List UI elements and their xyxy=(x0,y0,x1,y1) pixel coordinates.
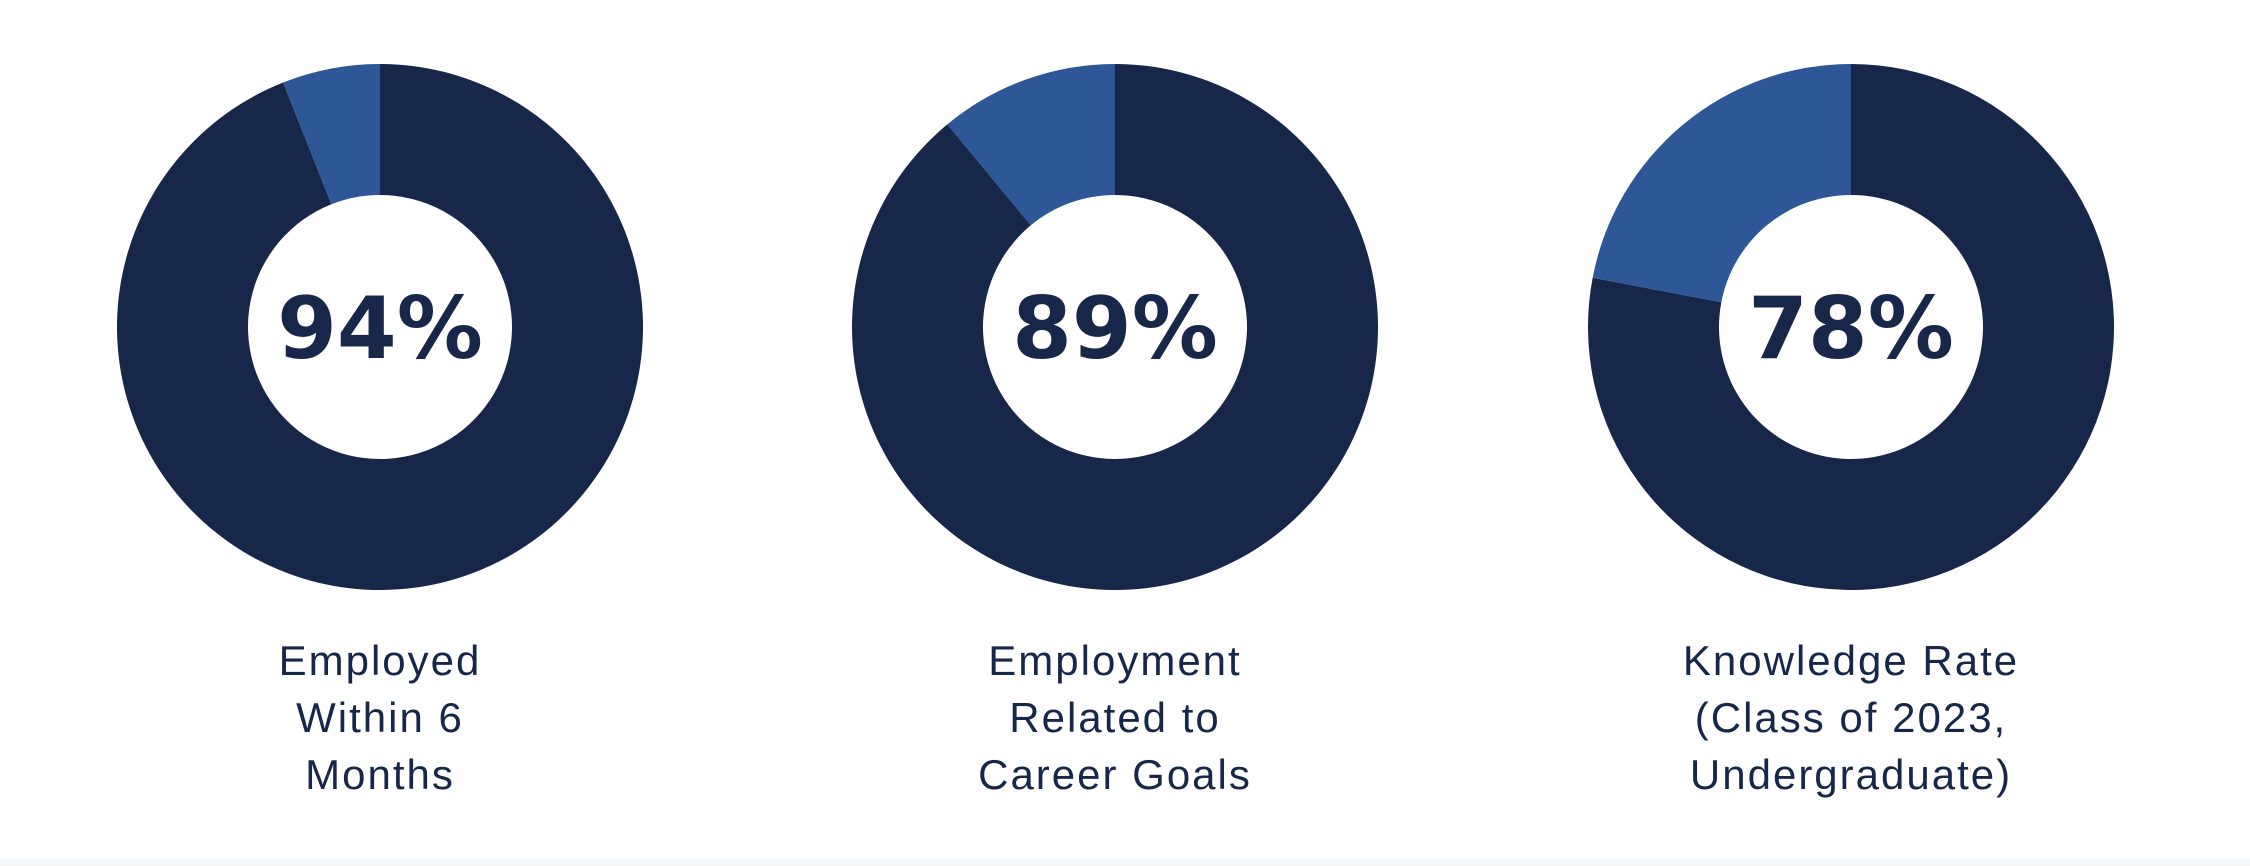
chart-caption: Employment Related to Career Goals xyxy=(865,632,1365,803)
donut-chart-1: 94% xyxy=(116,64,643,590)
donut-slice-main xyxy=(1588,64,2115,590)
center-percentage: 89% xyxy=(1012,279,1218,379)
caption-line: Related to xyxy=(1009,694,1221,741)
caption-line: Career Goals xyxy=(978,751,1252,798)
donut-chart-3: 78% xyxy=(1588,64,2115,590)
chart-caption: Knowledge Rate (Class of 2023, Undergradua… xyxy=(1601,632,2101,803)
caption-line: Employed xyxy=(278,637,482,684)
center-percentage: 94% xyxy=(277,279,483,379)
donut-slice-main xyxy=(851,64,1378,590)
chart-caption: Employed Within 6 Months xyxy=(130,632,630,803)
caption-line: Within 6 xyxy=(296,694,464,741)
donut-chart-2: 89% xyxy=(851,64,1378,590)
donut-slice-remainder xyxy=(283,64,380,205)
donut-slice-remainder xyxy=(1592,64,1851,303)
bottom-band xyxy=(0,858,2250,866)
caption-line: (Class of 2023, xyxy=(1694,694,2008,741)
caption-line: Undergraduate) xyxy=(1689,751,2013,798)
caption-line: Months xyxy=(305,751,455,798)
donut-slice-main xyxy=(116,64,643,590)
center-percentage: 78% xyxy=(1748,279,1954,379)
donut-slice-remainder xyxy=(947,64,1115,226)
caption-line: Knowledge Rate xyxy=(1682,637,2020,684)
caption-line: Employment xyxy=(988,637,1242,684)
